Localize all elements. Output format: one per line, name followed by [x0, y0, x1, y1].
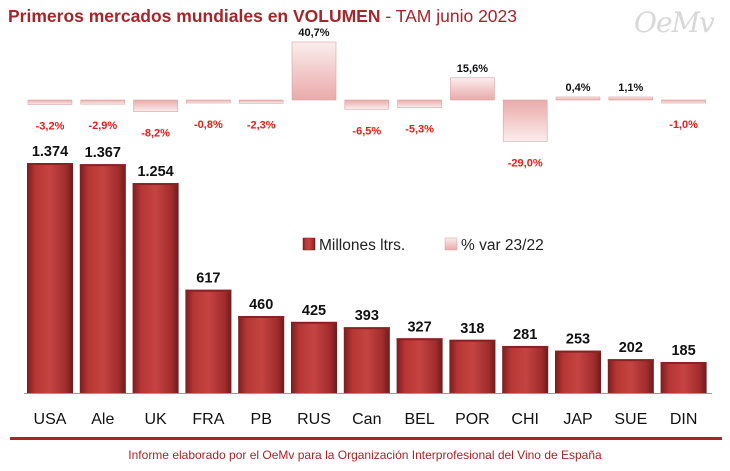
volume-value-label: 1.367 — [85, 145, 121, 161]
legend-label-volume: Millones ltrs. — [319, 237, 405, 254]
pct-series: -3,2% -2,9% -8,2% -0,8% -2,3% 40,7% -6,5% -5,3%… — [27, 27, 706, 169]
category-axis: USA Ale UK FRA PB RUS Can BEL POR CHI JAP SUE DIN — [24, 393, 712, 428]
volume-bar — [79, 164, 126, 393]
volume-bar-top — [660, 362, 707, 365]
pct-bar — [238, 99, 284, 104]
volume-bar — [555, 350, 601, 393]
pct-bar — [555, 96, 601, 101]
footer-divider — [10, 437, 722, 440]
category-label: CHI — [511, 411, 539, 428]
volume-value-label: 1.254 — [137, 164, 173, 180]
legend-swatch-pct — [444, 237, 458, 251]
pct-value-label: 1,1% — [618, 82, 643, 94]
category-label: FRA — [192, 411, 224, 428]
category-label: USA — [34, 411, 67, 428]
volume-bar-top — [132, 183, 179, 186]
pct-value-label: -0,8% — [194, 119, 223, 131]
title-main: Primeros mercados mundiales en VOLUMEN — [8, 6, 381, 26]
category-label: UK — [144, 411, 167, 428]
chart-title: Primeros mercados mundiales en VOLUMEN -… — [8, 6, 517, 27]
volume-bar — [185, 289, 232, 393]
legend: Millones ltrs. % var 23/22 — [302, 237, 544, 254]
legend-swatch-volume — [302, 237, 316, 251]
pct-value-label: 0,4% — [565, 82, 590, 94]
volume-bar — [132, 183, 179, 393]
oemv-logo: OeMv — [633, 6, 715, 39]
title-period: TAM junio 2023 — [395, 6, 518, 26]
title-separator: - — [380, 6, 396, 26]
volume-value-label: 460 — [249, 297, 273, 313]
pct-bar — [397, 99, 442, 108]
volume-value-label: 425 — [302, 303, 326, 319]
category-label: DIN — [670, 411, 698, 428]
pct-bar — [450, 77, 495, 101]
volume-bar — [27, 163, 73, 393]
volume-bar — [449, 339, 496, 393]
volume-bar-top — [449, 339, 496, 342]
category-label: Can — [352, 411, 381, 428]
pct-value-label: -3,2% — [36, 121, 65, 133]
pct-bar — [186, 99, 231, 104]
pct-bar — [133, 99, 178, 112]
volume-bar — [291, 321, 337, 393]
pct-bar — [608, 96, 654, 101]
pct-bar — [502, 99, 548, 142]
category-label: SUE — [614, 411, 647, 428]
volume-bar-top — [555, 350, 601, 353]
volume-value-label: 393 — [355, 308, 379, 324]
volume-bar-top — [291, 321, 337, 324]
pct-value-label: -2,9% — [88, 120, 117, 132]
pct-bar — [661, 99, 706, 104]
category-label: JAP — [563, 411, 592, 428]
volume-bar-top — [185, 289, 232, 292]
volume-bar-top — [607, 359, 654, 362]
volume-bar-chart: -3,2% -2,9% -8,2% -0,8% -2,3% 40,7% -6,5% -5,3%… — [24, 27, 712, 428]
legend-label-pct: % var 23/22 — [461, 237, 544, 254]
volume-value-label: 202 — [619, 340, 643, 356]
pct-value-label: -8,2% — [141, 128, 170, 140]
pct-value-label: -6,5% — [352, 125, 381, 137]
pct-value-label: -29,0% — [508, 157, 543, 169]
pct-value-label: -1,0% — [669, 119, 698, 131]
volume-value-label: 327 — [407, 319, 431, 335]
volume-value-label: 617 — [196, 271, 220, 287]
volume-value-label: 1.374 — [32, 144, 68, 160]
volume-series: 1.374 1.367 1.254 617 460 425 393 327 318 281 253 2… — [27, 144, 707, 393]
volume-value-label: 318 — [460, 321, 484, 337]
volume-bar-top — [79, 164, 126, 167]
pct-bar — [27, 99, 73, 105]
volume-bar — [343, 327, 390, 393]
pct-value-label: 15,6% — [457, 63, 488, 75]
pct-value-label: 40,7% — [298, 27, 329, 39]
category-label: BEL — [404, 411, 434, 428]
volume-bar — [502, 345, 549, 393]
category-label: Ale — [91, 411, 114, 428]
volume-bar-top — [27, 163, 73, 165]
volume-value-label: 253 — [566, 332, 590, 348]
volume-bar — [660, 362, 707, 393]
volume-bar — [238, 315, 285, 393]
volume-value-label: 281 — [513, 327, 537, 343]
pct-value-label: -2,3% — [247, 119, 276, 131]
pct-bar — [291, 41, 337, 101]
pct-bar — [344, 99, 390, 110]
volume-value-label: 185 — [671, 343, 695, 359]
volume-bar — [607, 359, 654, 393]
category-label: POR — [455, 411, 490, 428]
pct-value-label: -5,3% — [405, 124, 434, 136]
volume-bar — [396, 338, 443, 393]
category-label: RUS — [297, 411, 331, 428]
volume-bar-top — [238, 315, 285, 318]
category-label: PB — [251, 411, 272, 428]
volume-bar-top — [502, 345, 549, 348]
pct-bar — [80, 99, 126, 105]
volume-bar-top — [343, 327, 390, 330]
volume-bar-top — [396, 338, 443, 341]
footer-credit: Informe elaborado por el OeMv para la Or… — [128, 448, 602, 462]
